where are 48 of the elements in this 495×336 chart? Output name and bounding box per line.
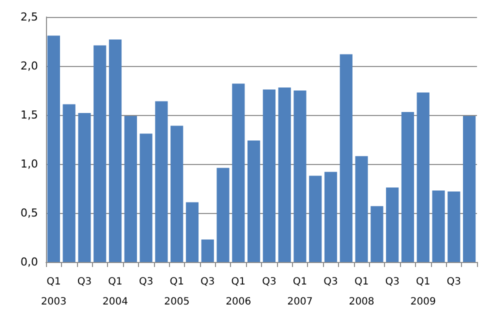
bar xyxy=(108,40,122,262)
bar xyxy=(78,113,91,262)
x-tick-label: Q3 xyxy=(138,276,154,288)
bar xyxy=(94,45,106,262)
bar xyxy=(340,54,352,262)
bar xyxy=(462,116,476,262)
x-tick-label: Q3 xyxy=(446,276,462,288)
x-tick-label: Q3 xyxy=(385,276,400,288)
x-tick-label: Q1 2009 xyxy=(410,276,436,308)
bar xyxy=(309,176,322,262)
y-tick-label: 0,5 xyxy=(20,206,38,220)
x-tick-label: Q1 2007 xyxy=(287,276,313,308)
x-tick-label: Q3 xyxy=(324,276,338,288)
y-tick-label: 1,0 xyxy=(20,158,38,170)
x-tick-label: Q1 2004 xyxy=(102,276,128,308)
bar xyxy=(216,168,230,262)
bar xyxy=(62,104,76,262)
bar xyxy=(247,140,260,262)
bar xyxy=(401,112,414,262)
bar xyxy=(432,190,445,262)
y-tick-label: 2,0 xyxy=(20,60,38,72)
bar xyxy=(386,188,399,262)
x-tick-label: Q3 xyxy=(77,276,92,288)
x-tick-label: Q1 2006 xyxy=(226,276,252,308)
x-tick-label: Q3 xyxy=(200,276,215,288)
x-tick-label: Q1 2005 xyxy=(164,276,190,308)
bar xyxy=(47,36,60,262)
bar xyxy=(201,239,214,262)
bar xyxy=(370,206,384,262)
y-tick-label: 1,5 xyxy=(20,108,38,122)
bar xyxy=(155,101,168,262)
bar xyxy=(170,126,184,262)
bar xyxy=(186,202,199,262)
bar xyxy=(262,90,276,262)
x-tick-label: Q1 2008 xyxy=(348,276,374,308)
x-tick-label: Q3 xyxy=(262,276,276,288)
bar xyxy=(355,156,368,262)
bar xyxy=(324,172,338,262)
y-tick-label: 2,5 xyxy=(20,10,38,24)
bar xyxy=(294,90,306,262)
y-tick-label: 0,0 xyxy=(20,256,38,268)
bar xyxy=(448,191,460,262)
bar xyxy=(124,116,137,262)
bar xyxy=(416,92,430,262)
x-tick-label: Q1 2003 xyxy=(40,276,66,308)
bar xyxy=(278,88,291,262)
bar xyxy=(140,134,152,262)
bar xyxy=(232,84,245,262)
